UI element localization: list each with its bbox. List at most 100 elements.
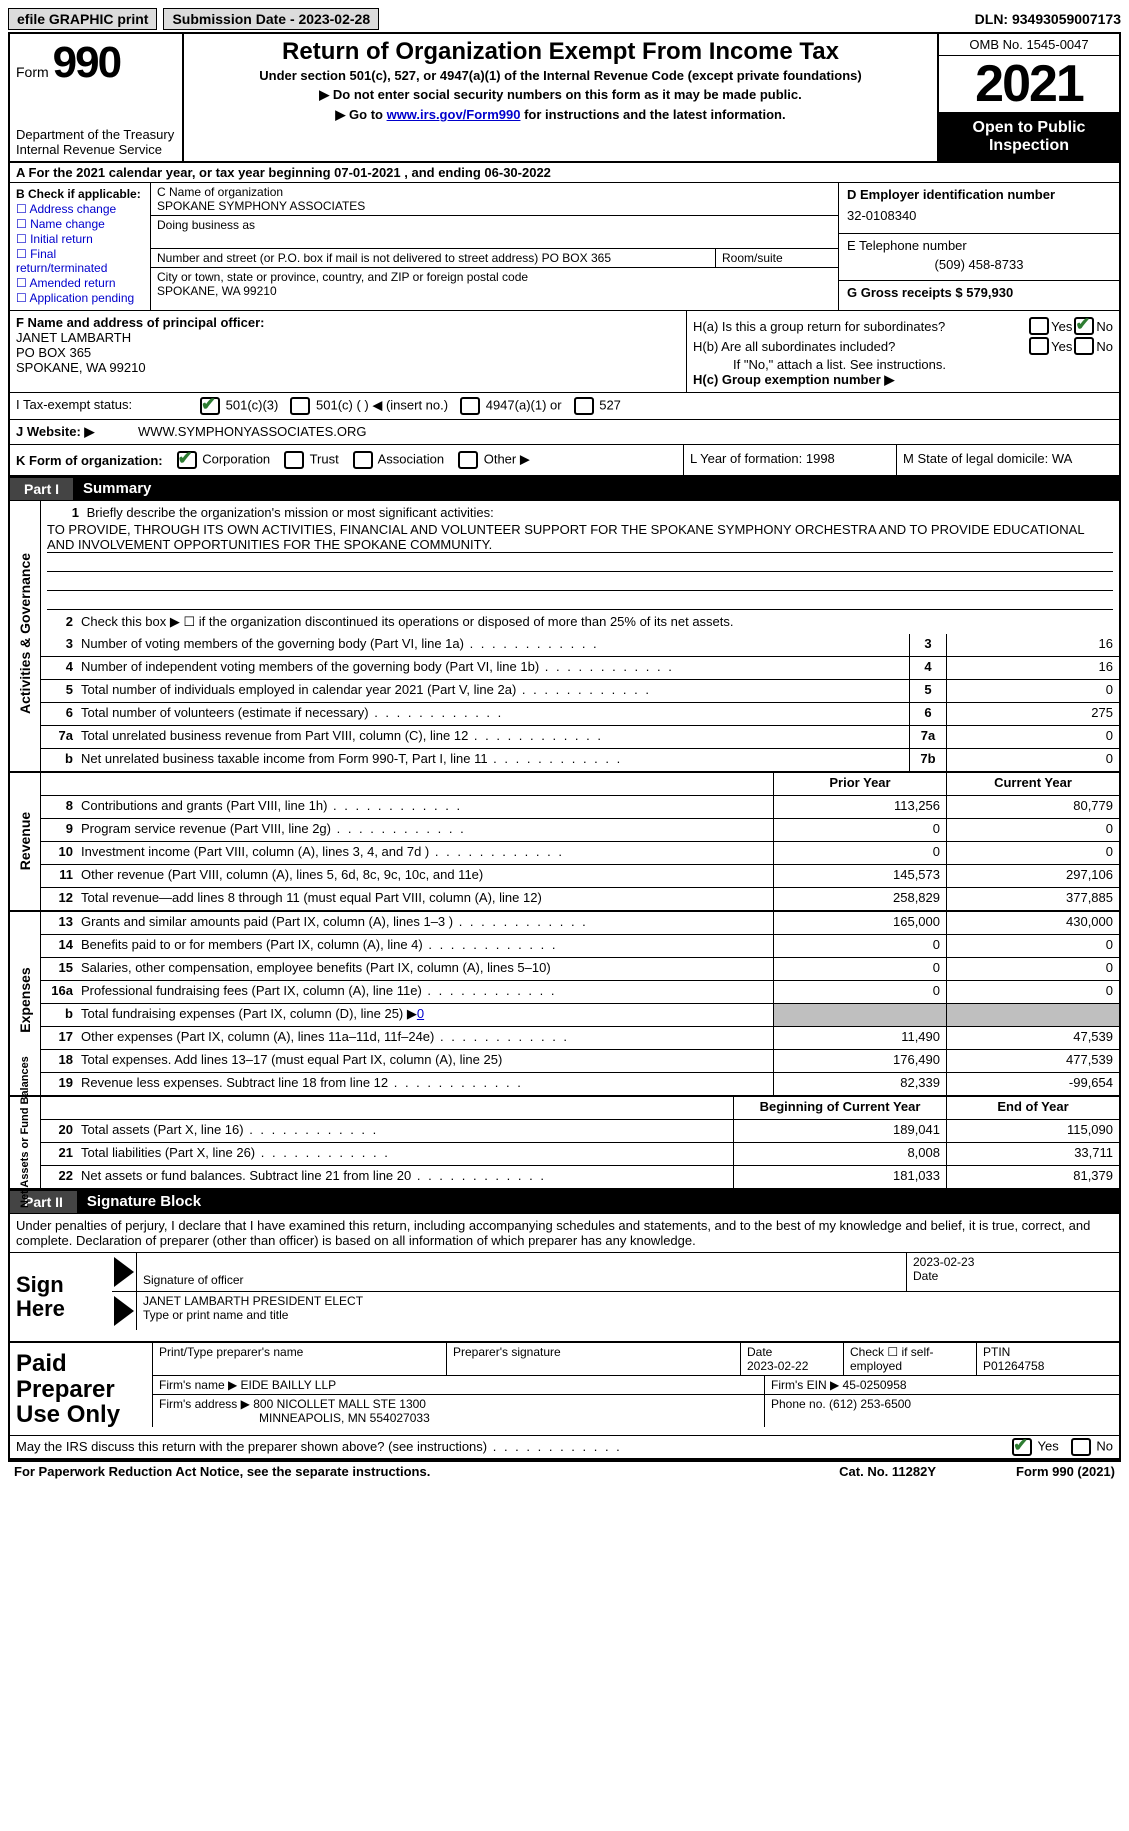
l18: Total expenses. Add lines 13–17 (must eq… [77, 1050, 773, 1072]
form-number: 990 [53, 38, 120, 88]
sig-name-value: JANET LAMBARTH PRESIDENT ELECT [143, 1294, 1113, 1308]
h-end: End of Year [946, 1097, 1119, 1119]
firm-addr1: 800 NICOLLET MALL STE 1300 [253, 1397, 426, 1411]
omb-number: OMB No. 1545-0047 [939, 34, 1119, 56]
hb-yes[interactable] [1029, 337, 1049, 355]
prep-date: 2023-02-22 [747, 1359, 808, 1373]
submission-date-button[interactable]: Submission Date - 2023-02-28 [163, 8, 379, 30]
city-value: SPOKANE, WA 99210 [157, 284, 277, 298]
chk-corp[interactable] [177, 451, 197, 469]
pra-notice: For Paperwork Reduction Act Notice, see … [14, 1464, 839, 1479]
website-value: WWW.SYMPHONYASSOCIATES.ORG [132, 420, 1119, 444]
l3: Number of voting members of the governin… [77, 634, 909, 656]
hb-label: H(b) Are all subordinates included? [693, 339, 1027, 354]
arrow-icon [114, 1257, 134, 1287]
sig-date-value: 2023-02-23 [913, 1255, 1113, 1269]
phone-value: (509) 458-8733 [847, 253, 1111, 276]
ptname-label: Print/Type preparer's name [159, 1345, 303, 1359]
h-prior: Prior Year [773, 773, 946, 795]
chk-assoc[interactable] [353, 451, 373, 469]
l7a: Total unrelated business revenue from Pa… [77, 726, 909, 748]
v4: 16 [946, 657, 1119, 679]
suite-label: Room/suite [716, 249, 838, 267]
l-year-formation: L Year of formation: 1998 [683, 445, 896, 475]
sign-here-label: Sign Here [10, 1253, 112, 1341]
l14: Benefits paid to or for members (Part IX… [77, 935, 773, 957]
efile-print-button[interactable]: efile GRAPHIC print [8, 8, 157, 30]
chk-final-return[interactable]: ☐ Final return/terminated [16, 247, 144, 275]
v3: 16 [946, 634, 1119, 656]
l16a: Professional fundraising fees (Part IX, … [77, 981, 773, 1003]
l11: Other revenue (Part VIII, column (A), li… [77, 865, 773, 887]
hb-no[interactable] [1074, 337, 1094, 355]
gross-receipts: G Gross receipts $ 579,930 [839, 281, 1119, 304]
form-footer: Form 990 (2021) [1016, 1464, 1115, 1479]
l21: Total liabilities (Part X, line 26) [77, 1143, 733, 1165]
l2: Check this box ▶ ☐ if the organization d… [77, 612, 1119, 634]
phone-label: E Telephone number [847, 238, 1111, 253]
l1-label: Briefly describe the organization's miss… [87, 505, 494, 520]
chk-initial-return[interactable]: ☐ Initial return [16, 232, 144, 246]
l19: Revenue less expenses. Subtract line 18 … [77, 1073, 773, 1095]
ptin-value: P01264758 [983, 1359, 1044, 1373]
chk-4947[interactable] [460, 397, 480, 415]
officer-street: PO BOX 365 [16, 345, 680, 360]
ha-yes[interactable] [1029, 317, 1049, 335]
h-curr: Current Year [946, 773, 1119, 795]
org-name: SPOKANE SYMPHONY ASSOCIATES [157, 199, 365, 213]
v7a: 0 [946, 726, 1119, 748]
paid-preparer-label: Paid Preparer Use Only [10, 1343, 152, 1435]
ha-label: H(a) Is this a group return for subordin… [693, 319, 1027, 334]
l9: Program service revenue (Part VIII, line… [77, 819, 773, 841]
l5: Total number of individuals employed in … [77, 680, 909, 702]
l7b: Net unrelated business taxable income fr… [77, 749, 909, 771]
l10: Investment income (Part VIII, column (A)… [77, 842, 773, 864]
chk-501c[interactable] [290, 397, 310, 415]
ha-no[interactable] [1074, 317, 1094, 335]
ein-label: D Employer identification number [847, 187, 1111, 202]
top-bar: efile GRAPHIC print Submission Date - 20… [8, 8, 1121, 30]
irs-link[interactable]: www.irs.gov/Form990 [387, 107, 521, 122]
discuss-label: May the IRS discuss this return with the… [16, 1439, 1010, 1454]
city-label: City or town, state or province, country… [157, 270, 832, 284]
chk-name-change[interactable]: ☐ Name change [16, 217, 144, 231]
chk-other[interactable] [458, 451, 478, 469]
discuss-no[interactable] [1071, 1438, 1091, 1456]
arrow-icon [114, 1296, 134, 1326]
firm-ein: Firm's EIN ▶ 45-0250958 [764, 1376, 1119, 1394]
street-value: PO BOX 365 [542, 251, 611, 265]
l8: Contributions and grants (Part VIII, lin… [77, 796, 773, 818]
self-employed[interactable]: Check ☐ if self-employed [843, 1343, 976, 1375]
signature-intro: Under penalties of perjury, I declare th… [10, 1213, 1119, 1252]
l4: Number of independent voting members of … [77, 657, 909, 679]
m-state-domicile: M State of legal domicile: WA [896, 445, 1119, 475]
v6: 275 [946, 703, 1119, 725]
v5: 0 [946, 680, 1119, 702]
dba-label: Doing business as [157, 218, 832, 232]
f-label: F Name and address of principal officer: [16, 315, 680, 330]
l16b: Total fundraising expenses (Part IX, col… [77, 1004, 773, 1026]
chk-address-change[interactable]: ☐ Address change [16, 202, 144, 216]
sidetab-netassets: Net Assets or Fund Balances [19, 1078, 31, 1208]
part2-title: Signature Block [77, 1190, 211, 1213]
psig-label: Preparer's signature [446, 1343, 740, 1375]
sidetab-revenue: Revenue [17, 766, 33, 916]
j-label: J Website: ▶ [10, 420, 132, 444]
form-container: Form 990 Department of the Treasury Inte… [8, 32, 1121, 1460]
sig-date-label: Date [913, 1269, 938, 1283]
chk-application-pending[interactable]: ☐ Application pending [16, 291, 144, 305]
tax-year: 2021 [939, 56, 1119, 113]
l20: Total assets (Part X, line 16) [77, 1120, 733, 1142]
discuss-yes[interactable] [1012, 1438, 1032, 1456]
chk-trust[interactable] [284, 451, 304, 469]
h-beg: Beginning of Current Year [733, 1097, 946, 1119]
instruction-2: ▶ Go to www.irs.gov/Form990 for instruct… [192, 107, 929, 123]
chk-527[interactable] [574, 397, 594, 415]
form-word: Form [16, 64, 49, 80]
chk-501c3[interactable] [200, 397, 220, 415]
chk-amended-return[interactable]: ☐ Amended return [16, 276, 144, 290]
hb-note: If "No," attach a list. See instructions… [693, 357, 1113, 372]
v7b: 0 [946, 749, 1119, 771]
i-label: I Tax-exempt status: [10, 393, 192, 419]
k-label: K Form of organization: [16, 453, 163, 468]
